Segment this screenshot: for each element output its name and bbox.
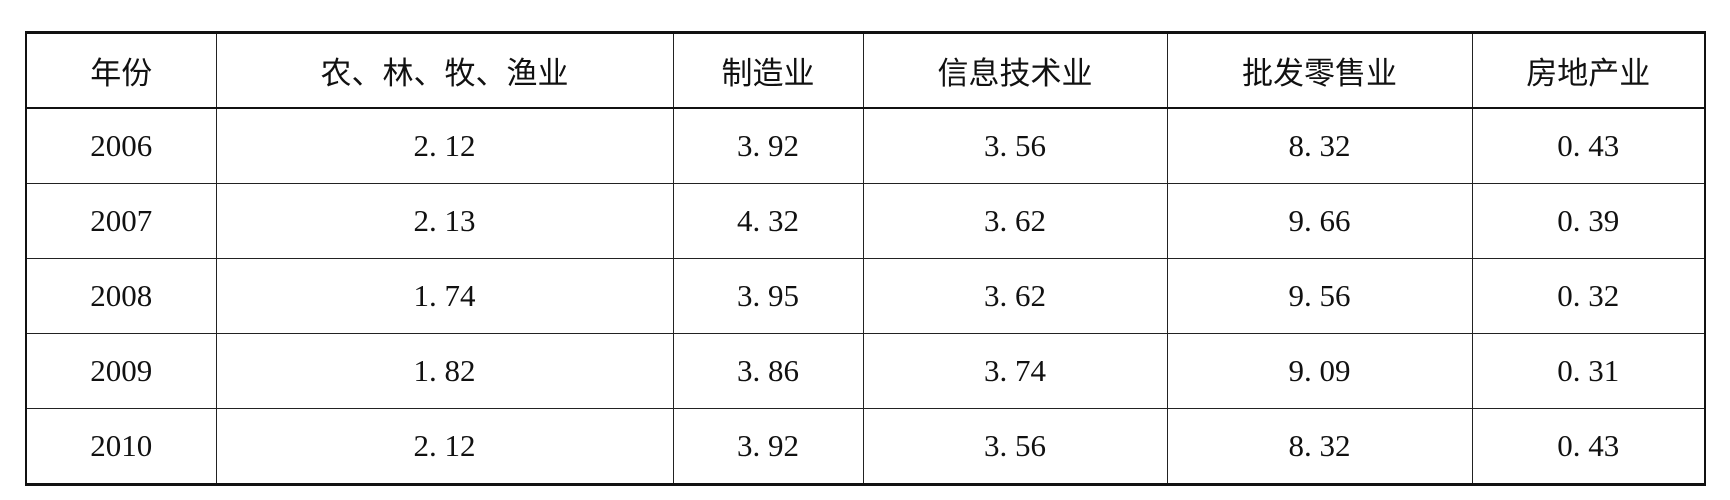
table-row: 2010 2. 12 3. 92 3. 56 8. 32 0. 43	[25, 408, 1706, 485]
data-table: 年份 农、林、牧、渔业 制造业 信息技术业 批发零售业 房地产业 2006 2. …	[25, 31, 1706, 486]
cell-it: 3. 62	[862, 258, 1168, 334]
table-row: 2009 1. 82 3. 86 3. 74 9. 09 0. 31	[25, 333, 1706, 409]
cell-year: 2010	[25, 408, 217, 485]
cell-real-estate: 0. 39	[1471, 183, 1706, 259]
header-agriculture: 农、林、牧、渔业	[215, 32, 674, 109]
cell-it: 3. 62	[862, 183, 1168, 259]
cell-year: 2006	[25, 107, 217, 184]
cell-wholesale-retail: 8. 32	[1166, 107, 1473, 184]
cell-real-estate: 0. 31	[1471, 333, 1706, 409]
cell-wholesale-retail: 9. 09	[1166, 333, 1473, 409]
table-row: 2007 2. 13 4. 32 3. 62 9. 66 0. 39	[25, 183, 1706, 259]
cell-it: 3. 74	[862, 333, 1168, 409]
header-row: 年份 农、林、牧、渔业 制造业 信息技术业 批发零售业 房地产业	[25, 32, 1706, 109]
cell-year: 2008	[25, 258, 217, 334]
cell-manufacturing: 3. 92	[672, 107, 864, 184]
cell-agriculture: 2. 13	[215, 183, 674, 259]
table-row: 2008 1. 74 3. 95 3. 62 9. 56 0. 32	[25, 258, 1706, 334]
cell-wholesale-retail: 9. 66	[1166, 183, 1473, 259]
cell-manufacturing: 3. 92	[672, 408, 864, 485]
cell-agriculture: 1. 82	[215, 333, 674, 409]
cell-agriculture: 1. 74	[215, 258, 674, 334]
cell-real-estate: 0. 43	[1471, 408, 1706, 485]
cell-it: 3. 56	[862, 107, 1168, 184]
cell-manufacturing: 3. 86	[672, 333, 864, 409]
cell-agriculture: 2. 12	[215, 107, 674, 184]
cell-year: 2007	[25, 183, 217, 259]
header-real-estate: 房地产业	[1471, 32, 1706, 109]
cell-wholesale-retail: 9. 56	[1166, 258, 1473, 334]
header-wholesale-retail: 批发零售业	[1166, 32, 1473, 109]
cell-real-estate: 0. 43	[1471, 107, 1706, 184]
cell-real-estate: 0. 32	[1471, 258, 1706, 334]
cell-manufacturing: 4. 32	[672, 183, 864, 259]
header-year: 年份	[25, 32, 217, 109]
cell-wholesale-retail: 8. 32	[1166, 408, 1473, 485]
cell-it: 3. 56	[862, 408, 1168, 485]
cell-year: 2009	[25, 333, 217, 409]
cell-agriculture: 2. 12	[215, 408, 674, 485]
table-row: 2006 2. 12 3. 92 3. 56 8. 32 0. 43	[25, 107, 1706, 184]
cell-manufacturing: 3. 95	[672, 258, 864, 334]
header-manufacturing: 制造业	[672, 32, 864, 109]
header-it: 信息技术业	[862, 32, 1168, 109]
